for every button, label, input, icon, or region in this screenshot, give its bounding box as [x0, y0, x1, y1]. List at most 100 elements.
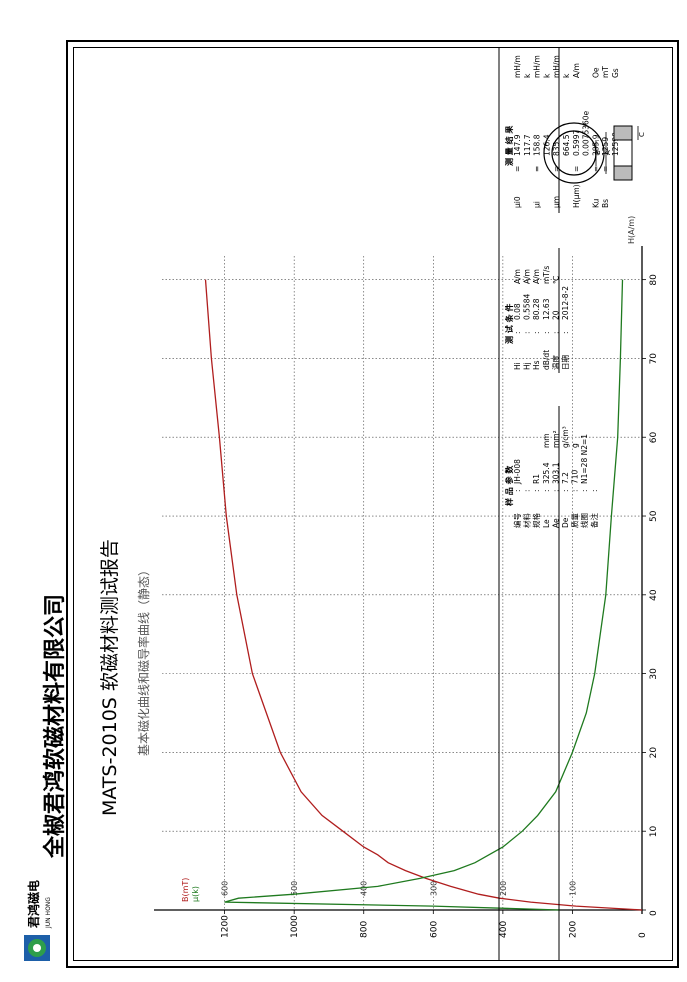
param-label: 材料	[522, 513, 532, 528]
param-value: 710	[571, 469, 580, 484]
param-value: 0.5997	[572, 130, 581, 156]
param-sep: :	[561, 331, 570, 334]
param-sep: =	[552, 166, 561, 172]
param-value: 0.5584	[523, 294, 532, 320]
company-name: 全椒君鸿软磁材料有限公司	[42, 594, 68, 859]
diagram-label-a: A	[604, 150, 612, 155]
param-label: Ku	[591, 198, 600, 208]
h-axis-title: H(A/m)	[627, 216, 636, 244]
report-inner-frame	[73, 47, 673, 961]
param-sep: :	[513, 489, 522, 492]
param-value: 7.2	[561, 472, 570, 484]
mu-tick-label: 100	[568, 881, 577, 896]
param-label: Ae	[551, 518, 560, 528]
company-header: 君鸿磁电 JUN HONG 全椒君鸿软磁材料有限公司	[14, 40, 74, 970]
param-value: 12590	[611, 132, 620, 156]
b-curve	[204, 279, 643, 911]
param-unit: g/cm³	[561, 426, 570, 448]
param-value: 664.5	[562, 134, 571, 156]
param-label: 编号	[512, 513, 522, 528]
b-tick-label: 800	[360, 921, 370, 938]
param-label: 质量	[570, 513, 580, 528]
param-label: 线圈	[579, 513, 589, 528]
b-tick-label: 400	[499, 921, 509, 938]
mu-tick-label: 300	[429, 881, 438, 896]
param-unit: Gs	[611, 68, 620, 78]
h-tick-label: 50	[649, 510, 659, 522]
b-tick-label: 1000	[290, 915, 300, 938]
param-unit: Oe	[591, 67, 600, 78]
report-subtitle: 基本磁化曲线和磁导率曲线（静态）	[136, 564, 151, 756]
param-sep: :	[513, 331, 522, 334]
b-axis-title: B(mT)	[181, 878, 190, 902]
param-value: 0.0075360e	[582, 110, 591, 156]
param-sep: :	[551, 489, 560, 492]
b-tick-label: 1200	[221, 915, 231, 938]
param-unit: g	[571, 443, 580, 448]
ring-diagram: B A C	[543, 122, 646, 184]
series-layer	[204, 279, 643, 911]
param-value: 20	[551, 310, 560, 320]
param-label: 规格	[531, 513, 541, 528]
diagram-label-c: C	[638, 132, 646, 137]
ring-outer	[543, 122, 605, 184]
param-label: 温度	[550, 355, 560, 370]
param-value: 147.9	[513, 134, 522, 156]
h-tick-label: 80	[649, 274, 659, 286]
param-value: 0.08	[513, 303, 522, 320]
param-unit: k	[542, 73, 551, 78]
param-label: 日期	[561, 355, 570, 370]
param-value: 835	[552, 141, 561, 156]
param-unit: k	[562, 73, 571, 78]
param-value: 2012-8-2	[561, 286, 570, 320]
mu-tick-label: 400	[360, 881, 369, 896]
param-sep: =	[533, 166, 542, 172]
param-label: H(μm)	[572, 184, 581, 208]
param-label: Bs	[601, 199, 610, 208]
param-sep: :	[561, 489, 570, 492]
param-label: dB/dt	[542, 350, 551, 370]
param-unit: A/m	[513, 269, 522, 284]
diagram-label-b: B	[594, 150, 602, 155]
section-heading: 测 试 条 件	[504, 304, 514, 344]
param-unit: mT	[601, 66, 610, 78]
b-tick-label: 200	[568, 921, 578, 938]
param-unit: mH/m	[552, 55, 561, 78]
param-value: R1	[532, 474, 541, 484]
param-label: Hs	[532, 360, 541, 370]
mu-tick-label: 500	[290, 881, 299, 896]
axis-layer: 0102030405060708002004006008001000120010…	[154, 216, 659, 938]
data-panel: 测 量 结 果 μi0 = 147.9 mH/m 117.7 k μi = 158.8 mH/m 12…	[74, 48, 672, 960]
h-tick-label: 10	[649, 825, 659, 837]
mu-curve	[224, 279, 624, 911]
ring-section-top	[613, 125, 633, 141]
company-logo-text: 君鸿磁电	[26, 880, 41, 929]
param-sep: :	[571, 489, 580, 492]
b-tick-label: 600	[429, 921, 439, 938]
param-label: De	[561, 517, 570, 528]
param-value: 12.63	[542, 298, 551, 320]
magnetization-chart: MATS-2010S 软磁材料测试报告 基本磁化曲线和磁导率曲线（静态） 0 10…	[99, 216, 659, 938]
param-sep: :	[523, 489, 532, 492]
param-sep: :	[551, 331, 560, 334]
panel-text: 测 量 结 果 μi0 = 147.9 mH/m 117.7 k μi = 158.8 mH/m 12…	[504, 55, 620, 528]
param-value: 325.4	[542, 462, 551, 484]
company-logo-subtext: JUN HONG	[45, 897, 52, 929]
grid-layer	[162, 256, 642, 910]
ring-section-bottom	[613, 165, 633, 181]
param-value: N1=28 N2=1	[580, 434, 589, 484]
section-heading: 样 品 参 数	[504, 465, 514, 506]
param-label: 备注	[589, 513, 599, 528]
param-sep: =	[572, 166, 581, 172]
company-header-svg: 君鸿磁电 JUN HONG 全椒君鸿软磁材料有限公司	[24, 594, 68, 961]
param-unit: mH/m	[513, 55, 522, 78]
param-sep: :	[532, 331, 541, 334]
param-unit: A/m	[532, 269, 541, 284]
h-tick-label: 0	[649, 910, 659, 916]
h-tick-label: 70	[649, 353, 659, 365]
param-label: Hj	[523, 362, 532, 370]
param-sep: :	[542, 489, 551, 492]
param-unit: k	[523, 73, 532, 78]
param-unit: mT/s	[542, 266, 551, 284]
company-logo	[24, 935, 50, 961]
